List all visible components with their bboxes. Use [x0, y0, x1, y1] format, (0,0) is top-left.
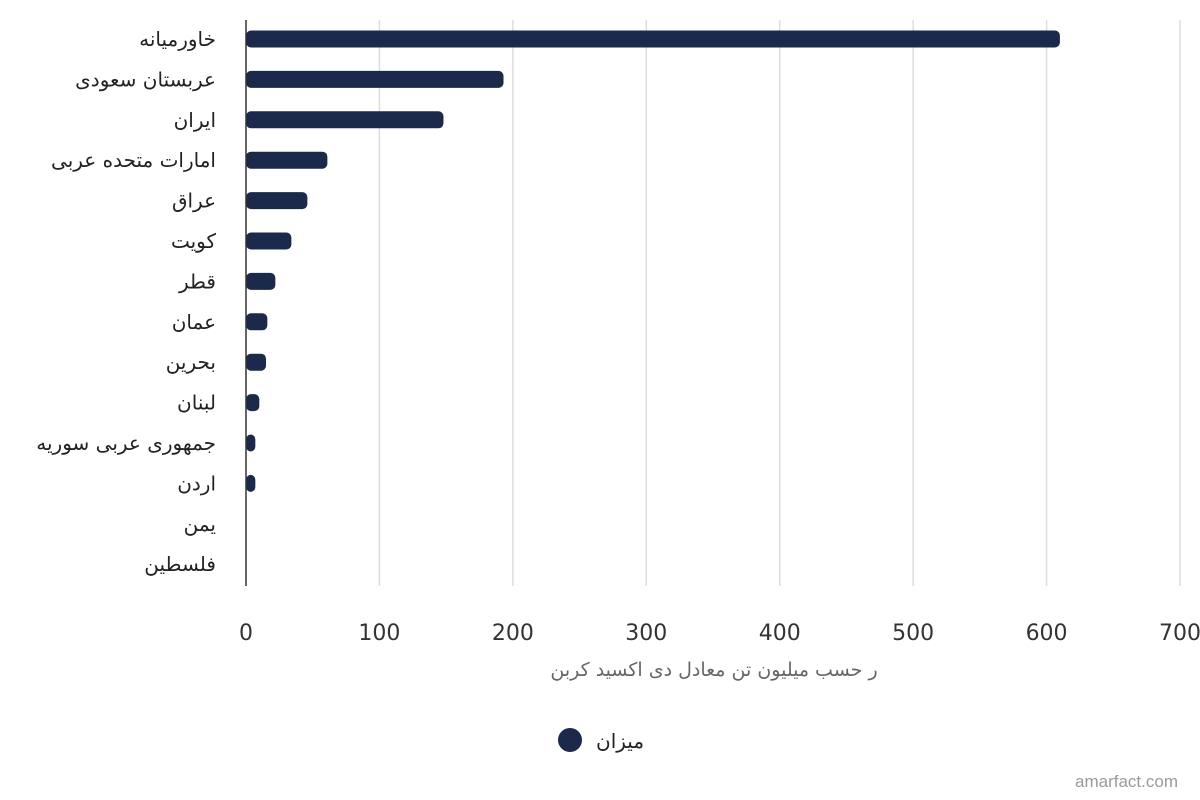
x-tick-label: 500: [892, 621, 934, 646]
category-labels: خاورمیانه عربستان سعودی ایران امارات متحده …: [36, 27, 216, 576]
category-label: یمن: [184, 512, 216, 536]
bar[interactable]: [246, 30, 1060, 48]
category-label: ایران: [174, 108, 216, 132]
bar[interactable]: [246, 151, 328, 169]
bar[interactable]: [246, 313, 268, 331]
bar[interactable]: [246, 474, 256, 492]
legend[interactable]: میزان: [558, 728, 644, 753]
bar[interactable]: [246, 192, 308, 210]
category-label: قطر: [178, 269, 216, 293]
x-tick-labels: 0 100 200 300 400 500 600 700: [239, 621, 1200, 646]
bar[interactable]: [246, 70, 504, 88]
category-label: عربستان سعودی: [75, 67, 216, 91]
grid-lines: [378, 20, 1181, 586]
bar[interactable]: [246, 232, 292, 250]
x-tick-label: 400: [759, 621, 801, 646]
x-axis-label: ر حسب میلیون تن معادل دی اکسید کربن: [550, 659, 877, 681]
category-label: خاورمیانه: [139, 27, 216, 51]
category-label: بحرین: [166, 350, 216, 374]
x-tick-label: 200: [492, 621, 534, 646]
legend-label: میزان: [596, 729, 644, 753]
x-tick-label: 700: [1159, 621, 1200, 646]
category-label: امارات متحده عربی: [51, 148, 216, 172]
category-label: اردن: [177, 471, 216, 495]
category-label: لبنان: [177, 391, 216, 415]
bar[interactable]: [246, 272, 276, 290]
bar[interactable]: [246, 111, 444, 129]
category-label: کویت: [171, 229, 217, 253]
x-tick-label: 300: [625, 621, 667, 646]
bar[interactable]: [246, 394, 260, 412]
category-label: عراق: [172, 189, 216, 213]
x-tick-label: 600: [1026, 621, 1068, 646]
x-tick-label: 0: [239, 621, 253, 646]
bars: [246, 30, 1060, 492]
category-label: جمهوری عربی سوریه: [36, 431, 216, 455]
source-credit: amarfact.com: [1075, 772, 1178, 791]
category-label: عمان: [172, 310, 216, 334]
bar[interactable]: [246, 353, 267, 371]
x-tick-label: 100: [358, 621, 400, 646]
bar[interactable]: [246, 434, 256, 452]
legend-marker: [558, 728, 582, 752]
category-label: فلسطین: [144, 552, 216, 576]
